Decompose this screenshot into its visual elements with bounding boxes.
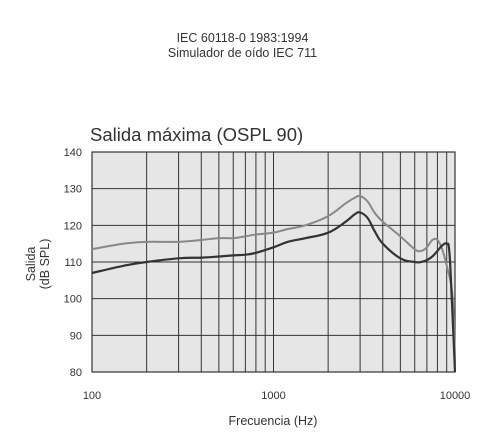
series-group [91, 194, 457, 373]
y-tick-label: 90 [70, 330, 82, 342]
series-line-2 [91, 211, 457, 373]
y-axis-label-line-1: Salida [24, 247, 38, 282]
y-tick-label: 80 [70, 367, 82, 379]
y-tick-label: 100 [64, 294, 82, 306]
series-line-1 [91, 194, 456, 365]
y-axis-label-line-2: (dB SPL) [38, 239, 52, 290]
x-tick-label: 100 [83, 390, 101, 402]
standard-line-1: IEC 60118-0 1983:1994 [176, 31, 309, 45]
x-tick-label: 1000 [261, 390, 285, 402]
chart-title: Salida máxima (OSPL 90) [90, 124, 303, 145]
standard-line-2: Simulador de oído IEC 711 [167, 46, 318, 60]
grid [91, 151, 456, 373]
y-tick-label: 120 [64, 220, 82, 232]
plot-frame [91, 151, 456, 373]
tick-labels: 80 90 100 110 120 130 140 100 1000 10000 [64, 147, 471, 402]
x-axis-label: Frecuencia (Hz) [229, 414, 318, 428]
y-tick-label: 140 [64, 147, 82, 159]
y-tick-label: 110 [64, 257, 82, 269]
x-tick-label: 10000 [440, 390, 471, 402]
y-tick-label: 130 [64, 184, 82, 196]
